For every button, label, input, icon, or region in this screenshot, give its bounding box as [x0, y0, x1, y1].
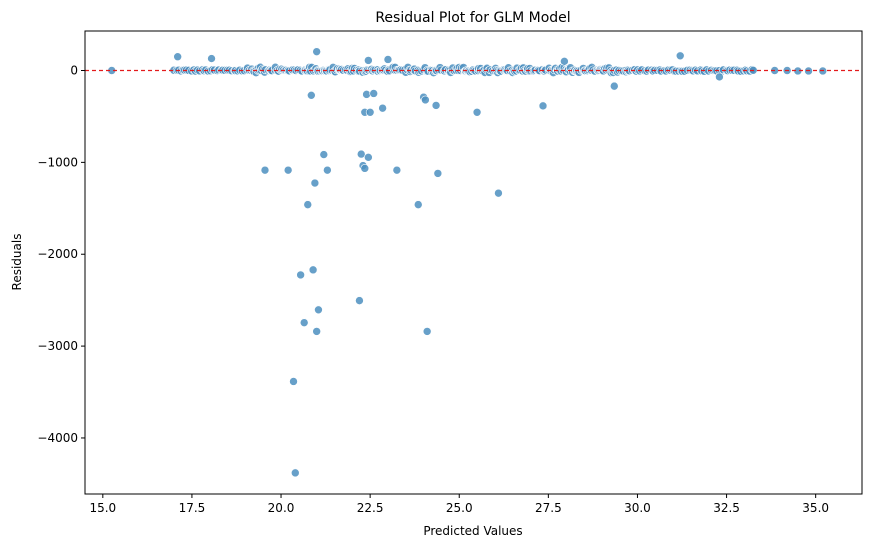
data-point — [560, 57, 569, 66]
data-point — [675, 51, 685, 61]
data-point — [312, 327, 321, 336]
x-tick-label: 22.5 — [357, 501, 384, 515]
data-point — [472, 108, 482, 117]
data-point — [364, 153, 373, 162]
y-tick-label: −4000 — [37, 431, 78, 445]
points-layer — [107, 47, 828, 478]
data-point — [319, 150, 329, 159]
y-tick-label: −2000 — [37, 247, 78, 261]
y-tick-label: −3000 — [37, 339, 78, 353]
x-axis-label: Predicted Values — [423, 524, 522, 538]
data-point — [356, 149, 366, 159]
data-point — [310, 178, 320, 188]
x-tick-label: 35.0 — [802, 501, 829, 515]
y-tick-label: 0 — [70, 64, 78, 78]
data-point — [433, 169, 443, 178]
data-point — [296, 270, 305, 280]
data-point — [365, 108, 375, 117]
data-point — [538, 101, 548, 111]
data-point — [364, 56, 373, 65]
x-tick-label: 30.0 — [624, 501, 651, 515]
x-ticks: 15.0 17.5 20.0 22.5 25.0 27.5 30.0 32.5 35.0 — [89, 494, 829, 515]
x-tick-label: 25.0 — [446, 501, 473, 515]
data-point — [312, 47, 321, 56]
y-tick-label: −1000 — [37, 155, 78, 169]
data-point — [383, 55, 393, 64]
x-tick-label: 15.0 — [89, 501, 116, 515]
data-point — [314, 305, 323, 315]
data-point — [360, 164, 370, 173]
data-point — [303, 200, 313, 209]
data-point — [369, 89, 379, 98]
data-point — [307, 91, 316, 100]
y-axis-label: Residuals — [10, 234, 24, 291]
data-point — [494, 188, 503, 198]
data-point — [283, 165, 293, 175]
data-point — [609, 81, 619, 91]
x-tick-label: 20.0 — [268, 501, 295, 515]
data-point — [715, 72, 724, 82]
data-point — [392, 165, 402, 175]
y-ticks: −4000 −3000 −2000 −1000 0 — [37, 64, 85, 445]
x-tick-label: 32.5 — [713, 501, 740, 515]
data-point — [413, 200, 423, 209]
data-point — [308, 265, 318, 275]
data-point — [323, 165, 332, 175]
data-point — [431, 101, 441, 110]
data-point — [299, 318, 309, 327]
plot-frame — [84, 30, 863, 495]
x-tick-label: 27.5 — [535, 501, 562, 515]
data-point — [355, 296, 364, 305]
data-point — [422, 327, 432, 336]
data-point — [260, 165, 270, 175]
chart-title: Residual Plot for GLM Model — [375, 10, 570, 26]
data-point — [173, 52, 182, 62]
data-point — [362, 90, 371, 99]
data-point — [378, 103, 387, 113]
data-point — [290, 468, 300, 478]
x-tick-label: 17.5 — [179, 501, 206, 515]
data-point — [207, 54, 216, 63]
data-point — [289, 377, 298, 386]
data-point — [421, 95, 430, 105]
